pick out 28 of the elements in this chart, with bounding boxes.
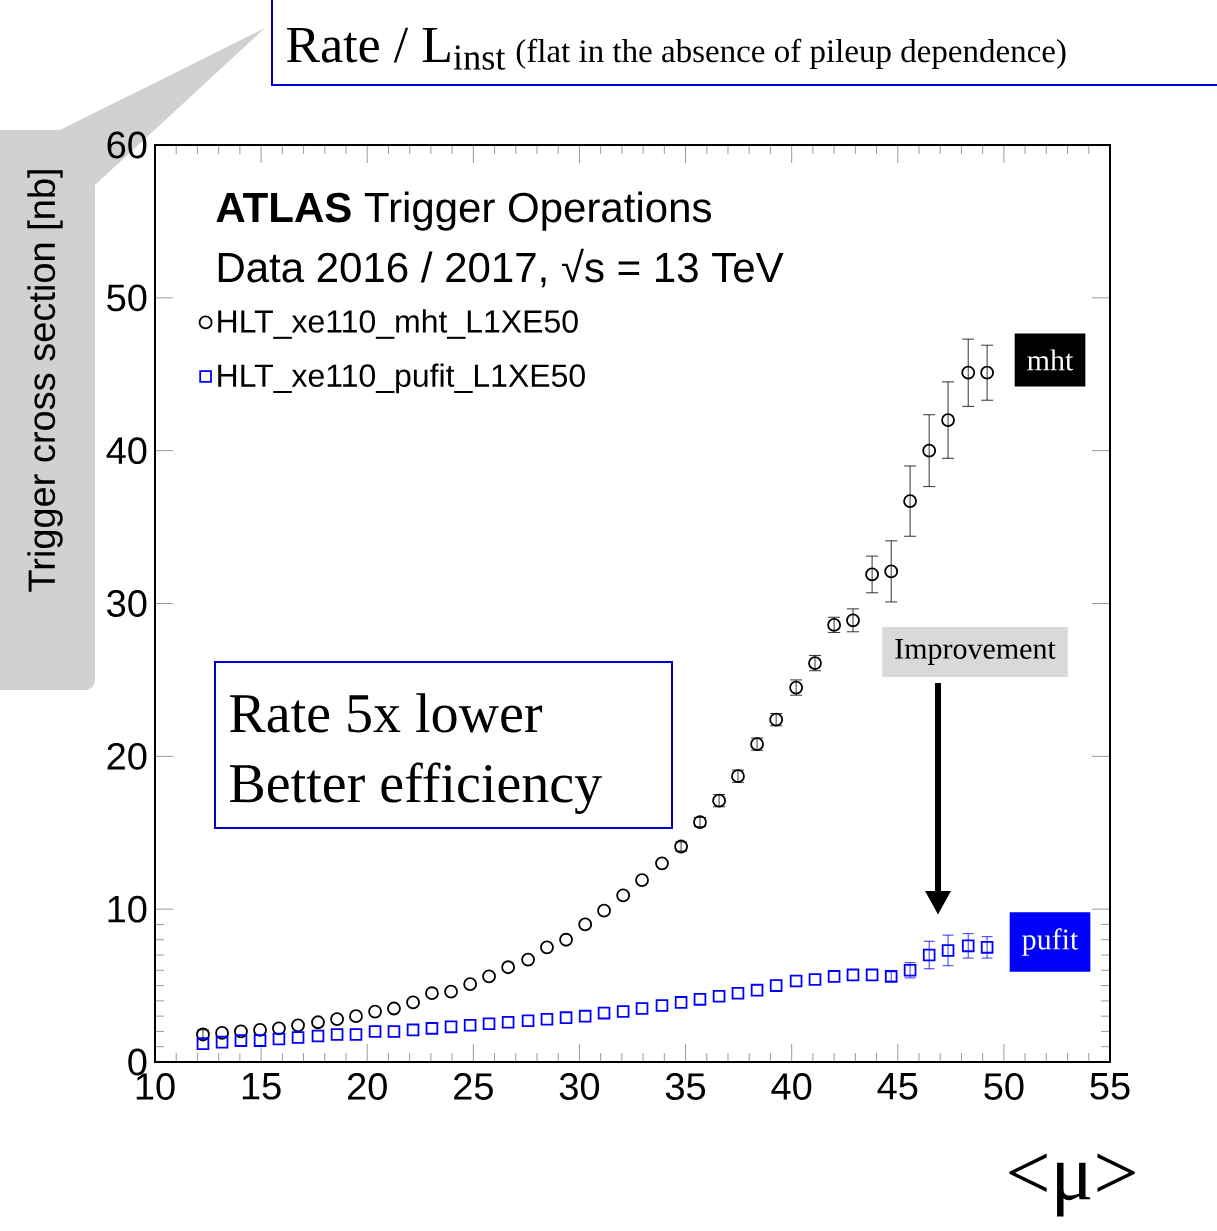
x-tick-label: 20 xyxy=(348,1073,387,1100)
annotation: Rate 5x lower xyxy=(230,693,543,733)
annotation: mht xyxy=(1027,349,1074,371)
y-tick-label: 10 xyxy=(108,895,147,923)
chart-subtitle: (flat in the absence of pileup dependence) xyxy=(516,38,1066,70)
x-tick-label: 55 xyxy=(1090,1073,1130,1100)
x-tick-label: 15 xyxy=(242,1073,281,1100)
y-axis-title: Trigger cross section [nb] xyxy=(27,170,63,592)
legend-label: HLT_xe110_pufit_L1XE50 xyxy=(218,363,585,394)
x-tick-label: 45 xyxy=(877,1073,918,1100)
x-tick-label: 35 xyxy=(665,1073,706,1100)
x-tick-label: 30 xyxy=(559,1073,600,1100)
y-tick-label: 30 xyxy=(107,590,147,617)
y-tick-label: 60 xyxy=(107,131,147,159)
annotation: Better efficiency xyxy=(230,762,602,815)
x-tick-label: 40 xyxy=(771,1073,812,1100)
y-tick-label: 40 xyxy=(106,437,147,465)
annotation: Improvement xyxy=(895,638,1056,666)
annotation: Data 2016 / 2017, √s = 13 TeV xyxy=(218,248,784,288)
legend-label: HLT_xe110_mht_L1XE50 xyxy=(218,309,578,339)
chart-title: Rate / L$_{inst}$ xyxy=(286,27,506,70)
annotation: ATLAS Trigger Operations xyxy=(216,191,711,231)
x-tick-label: 25 xyxy=(454,1073,493,1100)
annotation: pufit xyxy=(1022,928,1079,956)
y-tick-label: 50 xyxy=(107,284,147,312)
x-tick-label: 50 xyxy=(984,1073,1024,1100)
x-axis-title: <μ> xyxy=(1009,1153,1135,1217)
y-tick-label: 20 xyxy=(107,742,147,770)
